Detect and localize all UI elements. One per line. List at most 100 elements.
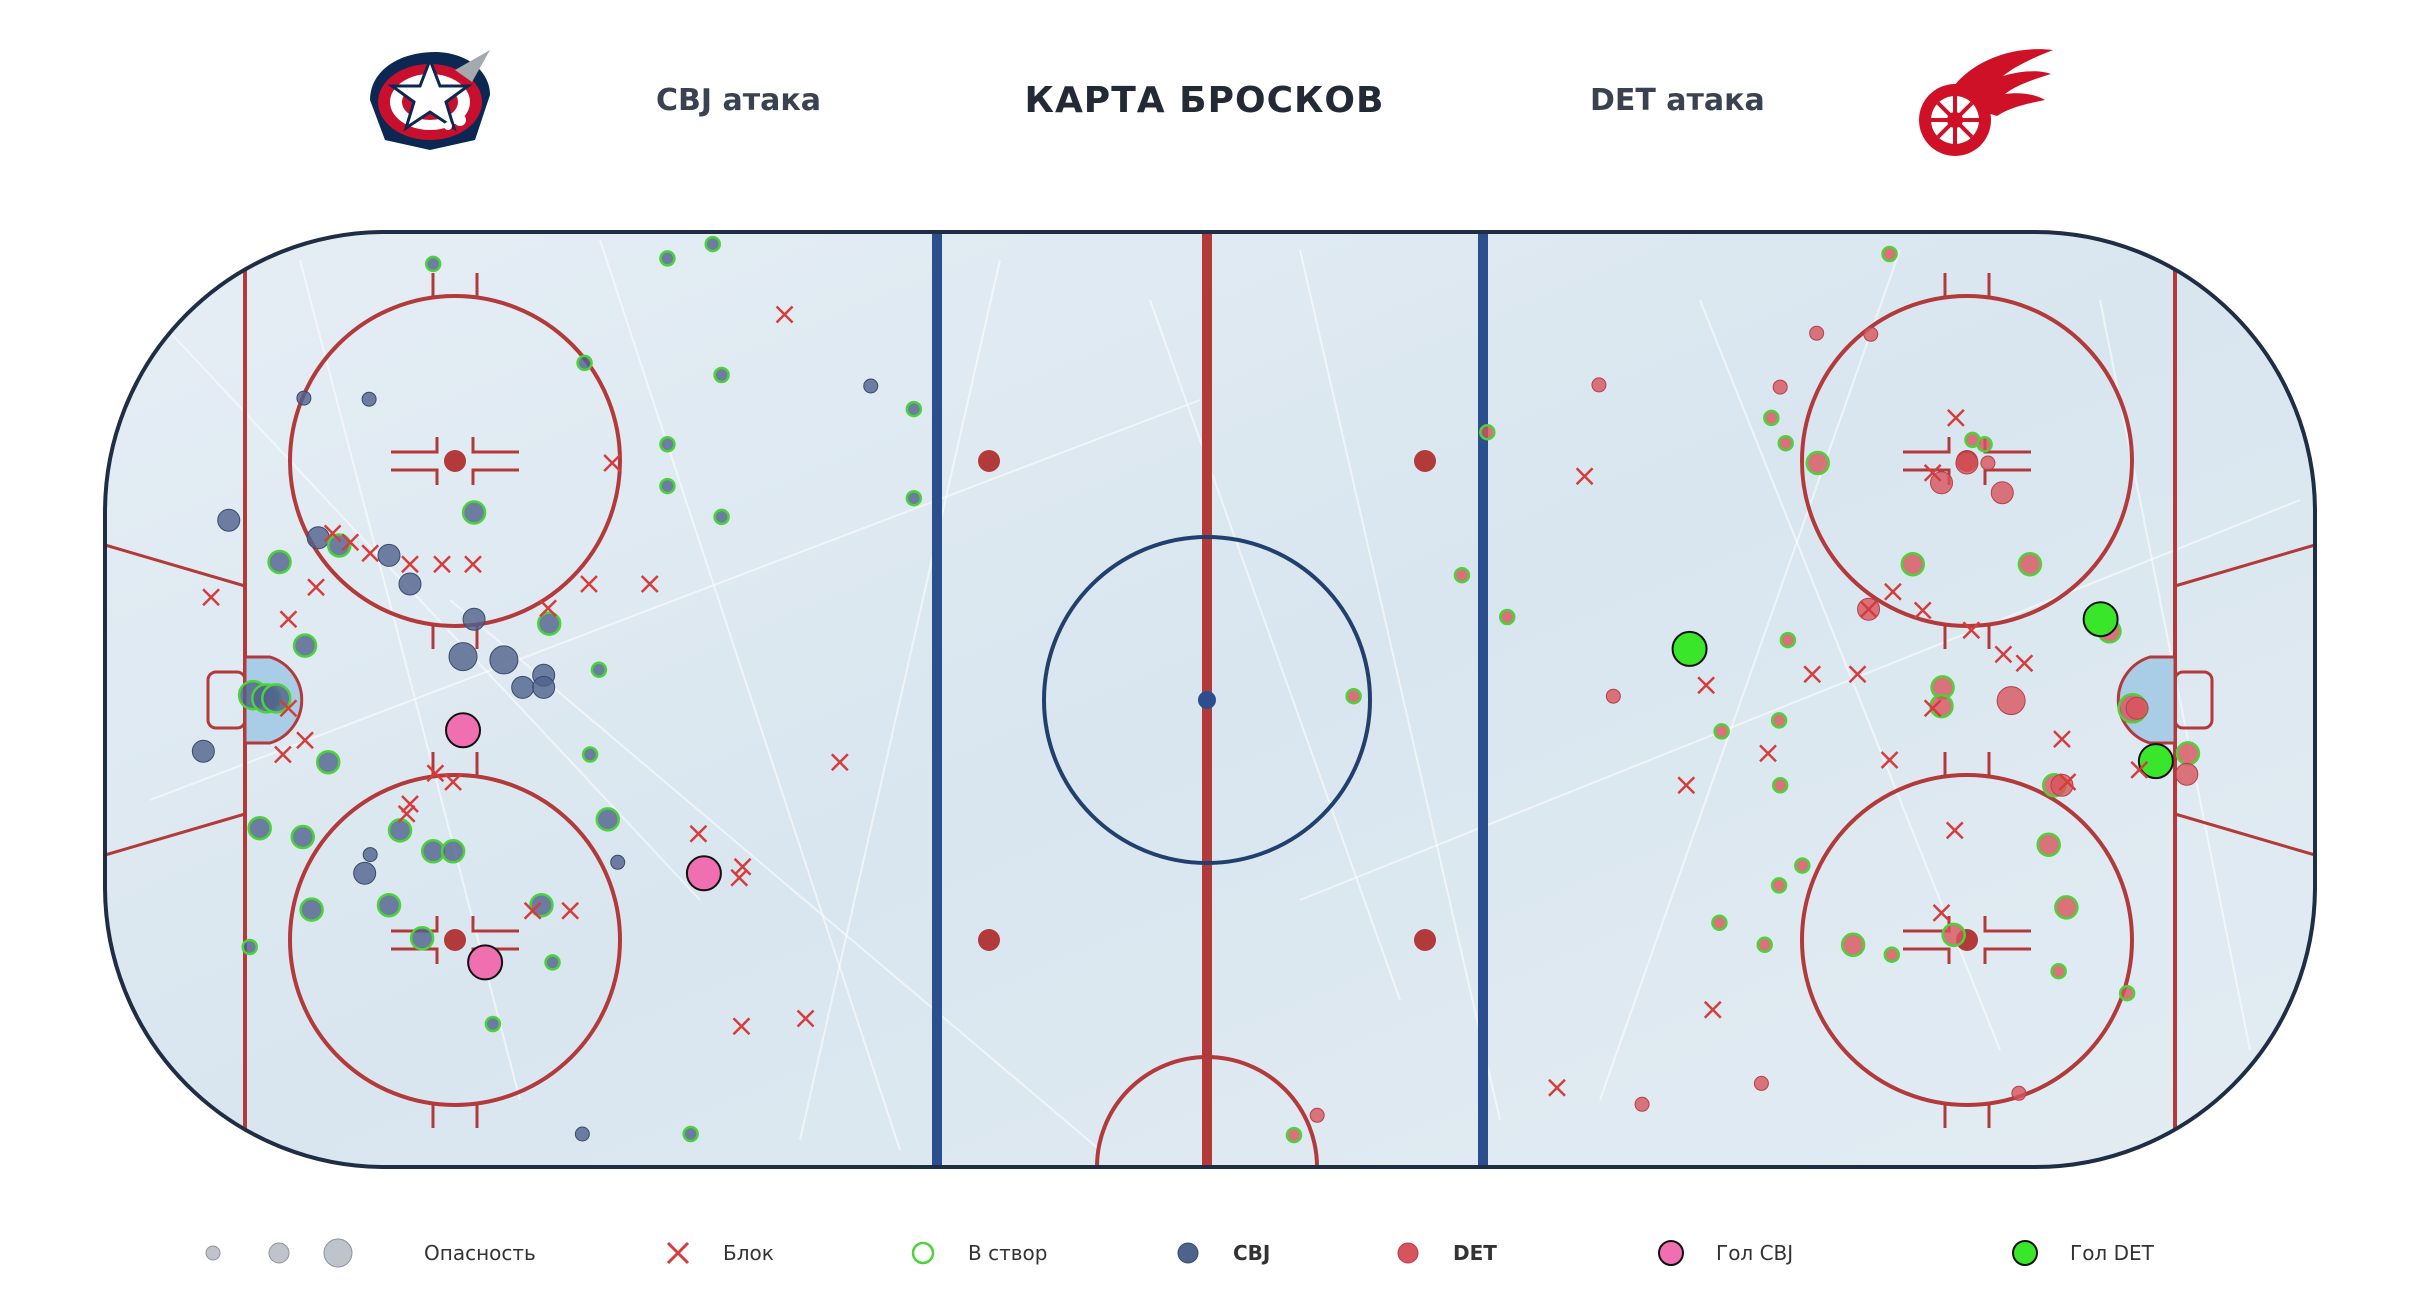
block-marker [1884, 582, 1902, 601]
legend-on-target: В створ [908, 1228, 1047, 1278]
block-marker [523, 901, 542, 920]
det-shot-marker [1753, 1075, 1769, 1091]
block-marker [1923, 699, 1942, 718]
legend-goal-cbj: Гол CBJ [1656, 1228, 1793, 1278]
block-marker [2015, 654, 2034, 673]
det-shot-marker [2017, 551, 2043, 577]
det-shot-marker [1605, 688, 1621, 704]
neutral-faceoff-dot [1414, 450, 1436, 472]
block-marker [539, 599, 557, 618]
legend-danger-label: Опасность [424, 1241, 536, 1265]
cbj-shot-marker [574, 1126, 590, 1142]
det-shot-marker [1863, 326, 1879, 342]
cbj-shot-marker [306, 526, 330, 550]
block-marker [603, 454, 622, 472]
block-marker [274, 745, 292, 764]
neutral-faceoff-dot [1414, 929, 1436, 951]
det-shot-marker [1453, 566, 1471, 584]
cbj-shot-marker [905, 400, 923, 418]
det-shot-marker [1634, 1096, 1650, 1112]
block-marker [1759, 744, 1777, 763]
block-marker [1946, 409, 1965, 427]
det-shot-marker [1770, 877, 1788, 894]
neutral-faceoff-dot [978, 929, 1000, 951]
block-marker [1859, 600, 1878, 619]
block-marker [2053, 730, 2071, 748]
cbj-attack-label: CBJ атака [656, 83, 821, 118]
block-marker [1923, 464, 1942, 482]
det-shot-marker [2050, 773, 2074, 797]
goal-det-icon [2012, 1240, 2038, 1266]
det-shot-marker [1941, 922, 1966, 948]
legend: Опасность Блок В створ CBJ DET Гол CBJ Г… [0, 1228, 2409, 1278]
center-circle [1042, 535, 1372, 865]
rink-boards [103, 230, 2317, 1169]
cbj-shot-marker [241, 938, 259, 956]
cbj-shot-marker [362, 847, 378, 863]
block-marker [401, 795, 419, 813]
block-marker [733, 857, 752, 876]
det-shot-marker [1772, 379, 1788, 395]
block-marker [689, 824, 708, 843]
cbj-shot-marker [659, 250, 676, 267]
block-marker [202, 588, 220, 607]
cbj-shot-marker [267, 549, 292, 575]
cbj-shot-marker [398, 572, 422, 596]
det-shot-marker [1805, 450, 1830, 476]
block-marker [279, 610, 298, 629]
goal-cbj-icon [1658, 1240, 1684, 1266]
cbj-shot-marker [292, 633, 318, 658]
block-marker [1994, 645, 2013, 664]
cbj-shot-marker [376, 892, 402, 918]
cbj-shot-marker [424, 255, 442, 273]
det-shot-marker [1809, 325, 1825, 341]
block-marker [279, 699, 298, 718]
goal_det-marker [1671, 630, 1708, 667]
det-shot-marker [1309, 1107, 1325, 1123]
block-marker [732, 1017, 751, 1036]
det-shot-marker [1883, 946, 1901, 963]
legend-goal-det: Гол DET [2010, 1228, 2154, 1278]
block-marker [1945, 821, 1964, 840]
goal_cbj-marker [685, 855, 722, 892]
block-marker [1962, 621, 1981, 640]
ice-surface [105, 232, 2315, 1167]
det-shot-marker [2050, 962, 2067, 980]
cbj-shot-marker [489, 645, 519, 675]
legend-goal-det-label: Гол DET [2070, 1241, 2154, 1265]
block-marker [1880, 751, 1899, 769]
block-marker [561, 901, 580, 920]
det-dot-icon [1397, 1242, 1419, 1264]
det-shot-marker [1345, 687, 1362, 705]
legend-cbj-label: CBJ [1233, 1241, 1271, 1265]
legend-det: DET [1393, 1228, 1497, 1278]
cbj-shot-marker [682, 1125, 699, 1143]
det-shot-marker [1955, 451, 1979, 475]
legend-on-target-label: В створ [968, 1241, 1048, 1265]
page-title: КАРТА БРОСКОВ [1024, 80, 1385, 121]
cbj-shot-marker [484, 1015, 502, 1033]
referee-crease [1095, 1055, 1319, 1167]
block-marker [1932, 904, 1951, 922]
block-marker [730, 868, 749, 887]
det-shot-marker [1976, 436, 1993, 453]
det-shot-marker [1711, 914, 1728, 932]
block-marker [1697, 676, 1716, 695]
cbj-shot-marker [409, 925, 435, 951]
det-shot-marker [1713, 723, 1730, 740]
cbj-shot-marker [315, 749, 341, 775]
legend-danger-small [205, 1245, 221, 1261]
columbus-blue-jackets-logo [360, 40, 500, 164]
legend-block: Блок [663, 1228, 774, 1278]
detroit-red-wings-logo [1905, 40, 2055, 164]
cbj-shot-marker [544, 954, 561, 971]
block-marker [397, 805, 416, 823]
block-marker [323, 524, 342, 543]
cbj-shot-marker [296, 390, 312, 406]
cbj-shot-marker [462, 607, 486, 631]
legend-goal-cbj-label: Гол CBJ [1716, 1241, 1794, 1265]
legend-danger: Опасность [200, 1228, 536, 1278]
faceoff-circle [1800, 752, 2134, 1128]
block-marker [580, 575, 598, 593]
det-shot-marker [1794, 857, 1811, 874]
